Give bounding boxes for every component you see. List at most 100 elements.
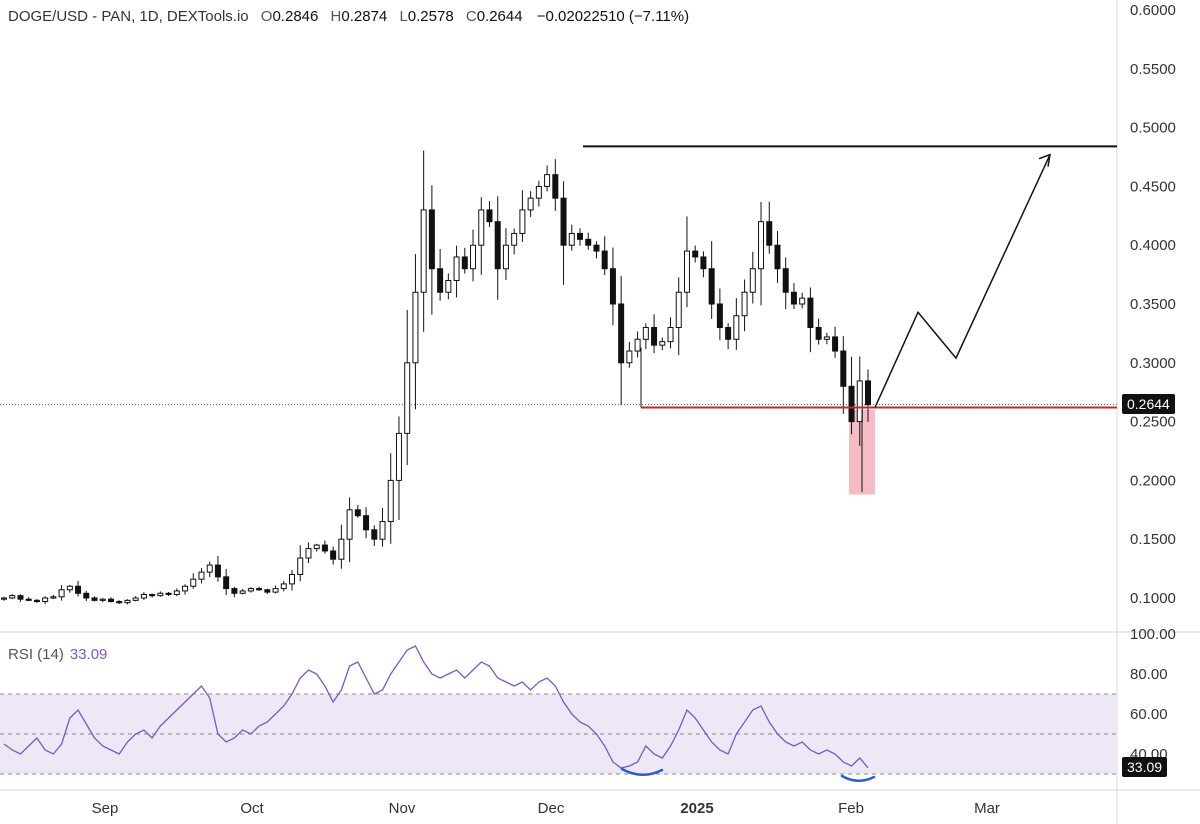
candle-body [272, 588, 279, 593]
candle-body [354, 509, 361, 517]
candle-body [198, 571, 205, 580]
candle-body [9, 595, 16, 599]
price-tick-label: 0.3500 [1130, 296, 1176, 313]
close-value: 0.2644 [476, 8, 523, 25]
candle-body [83, 592, 90, 599]
candle-body [223, 576, 230, 590]
candle-body [58, 589, 65, 598]
candle-body [33, 599, 40, 603]
time-tick-label: 2025 [680, 800, 713, 817]
rsi-band [0, 694, 1117, 774]
rsi-name: RSI (14) [8, 646, 64, 663]
time-tick-label: Feb [838, 800, 864, 817]
candle-body [231, 588, 238, 594]
candle-body [330, 550, 337, 560]
candle-body [486, 209, 493, 223]
candle-body [593, 244, 600, 252]
candle-body [264, 589, 271, 593]
candle-body [535, 185, 542, 199]
low-label: L [399, 8, 408, 25]
candle-body [815, 327, 822, 340]
candle-body [527, 197, 534, 211]
candle-body [1, 597, 7, 600]
time-tick-label: Oct [240, 800, 264, 817]
candle-body [470, 244, 477, 270]
candle-body [552, 174, 559, 199]
candle-body [511, 232, 518, 246]
candle-body [239, 590, 246, 594]
candle-body [807, 297, 814, 329]
candle-body [799, 297, 806, 305]
chart-header: DOGE/USD - PAN, 1D, DEXTools.io O0.2846 … [8, 8, 689, 25]
candle-body [832, 336, 839, 352]
price-tick-label: 0.5000 [1130, 120, 1176, 137]
candle-body [182, 585, 189, 592]
candle-body [132, 597, 139, 601]
candle-body [214, 564, 221, 578]
time-tick-label: Nov [389, 800, 416, 817]
candle-body [124, 599, 131, 604]
candle-body [453, 256, 460, 281]
candle-body [107, 598, 114, 603]
candle-body [782, 268, 789, 293]
rsi-value: 33.09 [69, 646, 108, 663]
candle-body [363, 515, 370, 531]
candle-body [75, 585, 82, 594]
candle-body [116, 601, 123, 604]
candle-body [848, 385, 855, 423]
candle-body [395, 432, 402, 481]
candle-body [683, 250, 690, 293]
candle-body [741, 291, 748, 317]
candle-body [766, 221, 773, 246]
candle-body [733, 315, 740, 340]
projection-arrowhead [1038, 153, 1051, 167]
open-value: 0.2846 [272, 8, 319, 25]
rsi-header: RSI (14) 33.09 [8, 646, 107, 663]
candle-body [823, 336, 830, 340]
candle-body [494, 221, 501, 270]
candle-body [667, 327, 674, 343]
projection-path [874, 154, 1051, 408]
candle-body [140, 593, 147, 599]
candle-body [420, 209, 427, 293]
candle-body [577, 232, 583, 240]
candle-body [25, 598, 32, 601]
high-label: H [330, 8, 342, 25]
candle-body [346, 509, 353, 540]
open-label: O [260, 8, 273, 25]
low-value: 0.2578 [407, 8, 454, 25]
symbol-label: DOGE/USD - PAN, 1D, DEXTools.io [8, 8, 249, 25]
candle-body [609, 268, 616, 305]
candle-body [313, 544, 320, 550]
candle-body [157, 592, 164, 597]
candle-body [749, 268, 756, 293]
candle-body [17, 595, 24, 600]
rsi-tick-label: 100.00 [1130, 626, 1176, 643]
candle-body [190, 578, 197, 587]
rsi-tick-label: 60.00 [1130, 706, 1168, 723]
price-tick-label: 0.6000 [1130, 2, 1176, 19]
candle-body [659, 341, 666, 346]
candle-body [173, 590, 180, 595]
candle-body [725, 327, 732, 340]
high-value: 0.2874 [341, 8, 388, 25]
candle-body [716, 303, 723, 329]
price-tick-label: 0.1500 [1130, 531, 1176, 548]
rsi-tick-label: 80.00 [1130, 666, 1168, 683]
candle-body [642, 327, 649, 340]
candle-body [700, 256, 707, 270]
candle-body [50, 596, 57, 599]
time-tick-label: Mar [974, 800, 1000, 817]
candle-body [412, 291, 419, 364]
candle-body [404, 362, 411, 434]
candle-body [856, 380, 863, 423]
candle-body [247, 588, 254, 592]
price-tick-label: 0.4000 [1130, 237, 1176, 254]
candle-body [758, 221, 765, 270]
candle-body [840, 350, 847, 387]
candle-body [478, 209, 485, 246]
candle-body [790, 291, 797, 305]
candle-body [91, 597, 98, 601]
candle-body [774, 244, 781, 270]
